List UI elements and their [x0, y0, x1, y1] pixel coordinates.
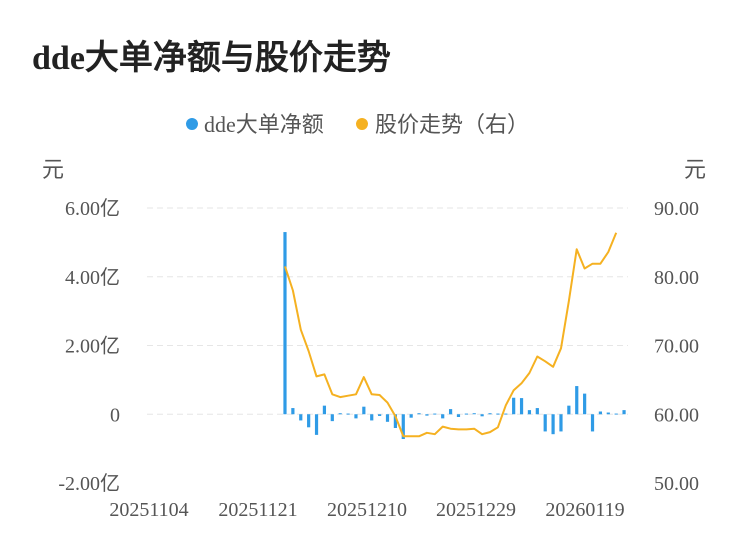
- dde-bar: [283, 232, 287, 415]
- chart-title: dde大单净额与股价走势: [32, 40, 391, 77]
- y-right-tick-label: 50.00: [654, 473, 699, 495]
- y-left-tick-label: 2.00亿: [65, 335, 120, 358]
- legend-label-dde: dde大单净额: [204, 112, 324, 137]
- dde-bar: [448, 409, 453, 415]
- dde-bar: [535, 408, 539, 415]
- dde-bar: [291, 408, 295, 415]
- price-line: [284, 232, 618, 438]
- dde-bar: [464, 413, 468, 415]
- dde-bar: [606, 412, 610, 415]
- dde-bar: [543, 414, 547, 432]
- dde-bar: [583, 393, 587, 415]
- x-tick-label: 20251121: [218, 499, 297, 521]
- dde-bar: [322, 405, 327, 415]
- y-left-tick-label: -2.00亿: [58, 472, 120, 495]
- bar-series: [283, 232, 626, 439]
- legend: dde大单净额 股价走势（右）: [186, 112, 529, 137]
- dde-bar: [362, 406, 366, 415]
- y-right-tick-label: 80.00: [654, 267, 699, 289]
- dde-bar: [622, 410, 626, 415]
- dde-bar: [299, 414, 303, 421]
- x-tick-label: 20251104: [109, 499, 188, 521]
- dde-bar: [401, 414, 405, 439]
- x-tick-label: 20260119: [545, 499, 624, 521]
- dde-bar: [409, 414, 413, 418]
- dde-bar: [346, 413, 350, 415]
- x-tick-label: 20251229: [436, 499, 516, 521]
- y-right-tick-label: 60.00: [654, 404, 699, 426]
- dde-bar: [378, 414, 382, 416]
- dde-bar: [370, 414, 374, 421]
- dde-bar: [330, 414, 334, 422]
- y-left-unit: 元: [42, 157, 64, 182]
- dde-bar: [567, 405, 571, 415]
- dde-bar: [385, 414, 390, 422]
- dde-bar: [512, 397, 516, 415]
- axes: 6.00亿 4.00亿 2.00亿 0 -2.00亿 90.00 80.00 70.00 60.…: [42, 157, 706, 521]
- grid-lines: [147, 207, 628, 415]
- dde-bar: [559, 414, 563, 432]
- dde-bar: [338, 413, 342, 415]
- dde-bar: [307, 414, 311, 428]
- dde-bar: [354, 414, 358, 419]
- y-left-tick-label: 4.00亿: [65, 266, 120, 289]
- dde-bar: [480, 414, 484, 417]
- legend-marker-price: [356, 118, 368, 130]
- dde-bar: [456, 414, 461, 417]
- dde-bar: [598, 411, 603, 415]
- dde-bar: [496, 413, 500, 415]
- dde-bar: [575, 386, 579, 415]
- dde-bar: [614, 413, 618, 415]
- y-left-tick-label: 6.00亿: [65, 197, 120, 220]
- dde-bar: [433, 413, 437, 415]
- dde-bar: [527, 410, 532, 415]
- dde-bar: [393, 414, 397, 428]
- dde-bar: [590, 414, 595, 432]
- dde-bar: [425, 414, 429, 416]
- dde-bar: [441, 414, 445, 419]
- dde-bar: [551, 414, 555, 435]
- dde-bar: [417, 413, 421, 415]
- line-series: [284, 232, 618, 438]
- legend-marker-dde: [186, 118, 198, 130]
- legend-label-price: 股价走势（右）: [375, 112, 529, 137]
- y-right-tick-label: 90.00: [654, 198, 699, 220]
- y-right-tick-label: 70.00: [654, 336, 699, 358]
- y-left-tick-label: 0: [110, 404, 120, 426]
- dde-bar: [472, 413, 476, 415]
- dde-bar: [314, 414, 319, 435]
- dde-bar: [488, 413, 492, 415]
- dde-bar: [504, 413, 508, 415]
- y-right-unit: 元: [684, 157, 706, 182]
- dde-bar: [519, 398, 524, 415]
- x-tick-label: 20251210: [327, 499, 407, 521]
